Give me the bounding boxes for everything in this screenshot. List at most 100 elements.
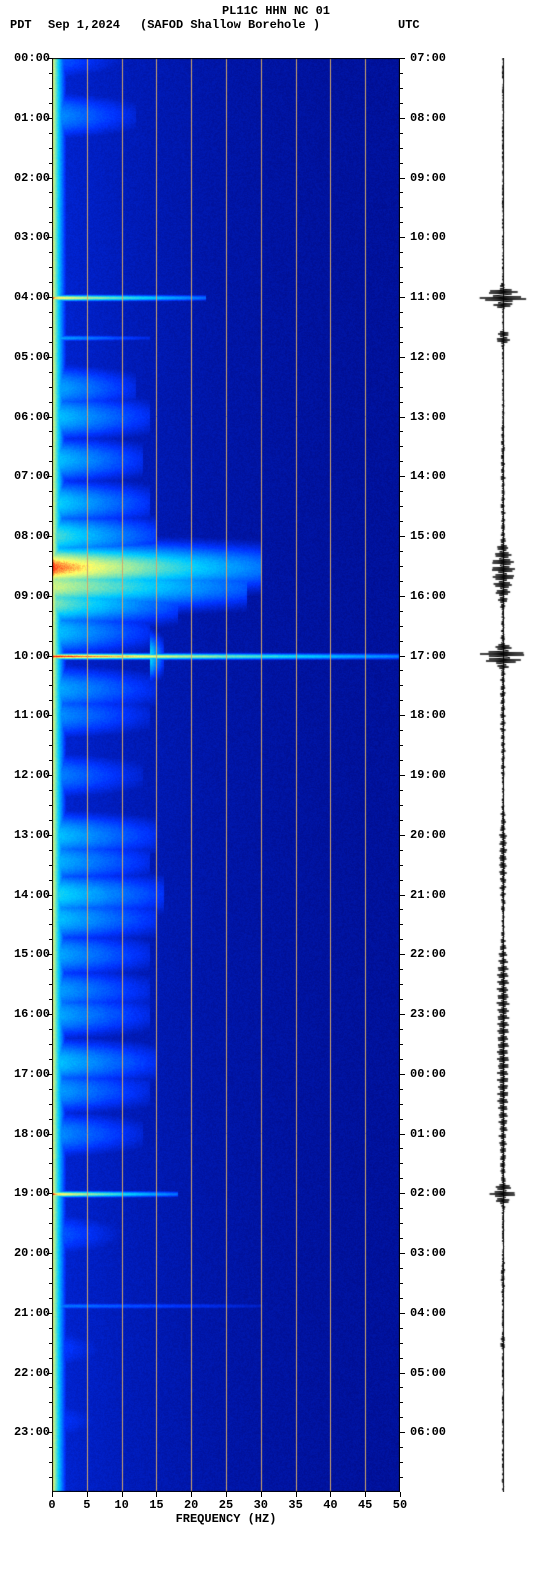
utc-time-label: 06:00 (410, 1425, 446, 1439)
pdt-time-label: 18:00 (14, 1127, 50, 1141)
left-minor-tick (49, 103, 52, 104)
pdt-time-label: 00:00 (14, 51, 50, 65)
right-minor-tick (400, 909, 403, 910)
date-label: Sep 1,2024 (48, 18, 120, 32)
right-tick (400, 1193, 405, 1194)
right-tick (400, 1373, 405, 1374)
right-minor-tick (400, 446, 403, 447)
left-tick (47, 1134, 52, 1135)
left-tick (47, 58, 52, 59)
right-tick (400, 1432, 405, 1433)
left-minor-tick (49, 1402, 52, 1403)
left-minor-tick (49, 491, 52, 492)
right-minor-tick (400, 1387, 403, 1388)
right-minor-tick (400, 999, 403, 1000)
right-tick (400, 1014, 405, 1015)
right-tick (400, 357, 405, 358)
utc-label: UTC (398, 18, 420, 32)
x-tick-mark (191, 1492, 192, 1497)
right-minor-tick (400, 850, 403, 851)
pdt-time-label: 04:00 (14, 290, 50, 304)
right-tick (400, 895, 405, 896)
left-minor-tick (49, 207, 52, 208)
left-minor-tick (49, 73, 52, 74)
left-minor-tick (49, 402, 52, 403)
left-minor-tick (49, 163, 52, 164)
left-tick (47, 1373, 52, 1374)
utc-time-label: 15:00 (410, 529, 446, 543)
left-minor-tick (49, 88, 52, 89)
left-tick (47, 118, 52, 119)
right-tick (400, 954, 405, 955)
left-minor-tick (49, 446, 52, 447)
left-minor-tick (49, 790, 52, 791)
right-tick (400, 118, 405, 119)
x-axis-label: FREQUENCY (HZ) (52, 1512, 400, 1526)
pdt-time-label: 14:00 (14, 888, 50, 902)
left-minor-tick (49, 1163, 52, 1164)
right-minor-tick (400, 790, 403, 791)
left-minor-tick (49, 222, 52, 223)
left-tick (47, 1432, 52, 1433)
x-tick-mark (226, 1492, 227, 1497)
pdt-time-label: 01:00 (14, 111, 50, 125)
right-minor-tick (400, 372, 403, 373)
pdt-time-label: 21:00 (14, 1306, 50, 1320)
utc-time-label: 04:00 (410, 1306, 446, 1320)
x-tick-mark (400, 1492, 401, 1497)
left-tick (47, 1074, 52, 1075)
left-minor-tick (49, 685, 52, 686)
x-tick-label: 15 (146, 1498, 166, 1512)
left-tick (47, 775, 52, 776)
right-minor-tick (400, 1402, 403, 1403)
right-minor-tick (400, 1104, 403, 1105)
right-minor-tick (400, 73, 403, 74)
right-minor-tick (400, 163, 403, 164)
left-tick (47, 237, 52, 238)
right-tick (400, 1134, 405, 1135)
left-minor-tick (49, 1208, 52, 1209)
pdt-time-label: 17:00 (14, 1067, 50, 1081)
right-tick (400, 297, 405, 298)
left-minor-tick (49, 1119, 52, 1120)
x-tick-mark (122, 1492, 123, 1497)
x-tick-mark (156, 1492, 157, 1497)
x-tick-label: 30 (251, 1498, 271, 1512)
right-tick (400, 596, 405, 597)
left-minor-tick (49, 850, 52, 851)
right-minor-tick (400, 1343, 403, 1344)
left-tick (47, 715, 52, 716)
utc-time-label: 14:00 (410, 469, 446, 483)
left-minor-tick (49, 1447, 52, 1448)
utc-time-label: 16:00 (410, 589, 446, 603)
right-minor-tick (400, 387, 403, 388)
right-tick (400, 1253, 405, 1254)
pdt-time-label: 03:00 (14, 230, 50, 244)
left-minor-tick (49, 252, 52, 253)
right-minor-tick (400, 521, 403, 522)
utc-time-label: 07:00 (410, 51, 446, 65)
left-minor-tick (49, 984, 52, 985)
x-tick-mark (365, 1492, 366, 1497)
left-tick (47, 835, 52, 836)
left-tick (47, 656, 52, 657)
right-minor-tick (400, 700, 403, 701)
left-minor-tick (49, 700, 52, 701)
right-minor-tick (400, 491, 403, 492)
pdt-time-label: 15:00 (14, 947, 50, 961)
x-tick-label: 5 (77, 1498, 97, 1512)
x-tick-mark (52, 1492, 53, 1497)
left-tick (47, 1193, 52, 1194)
left-minor-tick (49, 1044, 52, 1045)
utc-time-label: 05:00 (410, 1366, 446, 1380)
right-minor-tick (400, 1059, 403, 1060)
right-tick (400, 1074, 405, 1075)
left-minor-tick (49, 1029, 52, 1030)
utc-time-label: 01:00 (410, 1127, 446, 1141)
x-tick-mark (261, 1492, 262, 1497)
right-minor-tick (400, 865, 403, 866)
left-minor-tick (49, 282, 52, 283)
spectrogram-figure: PL11C HHN NC 01 PDT Sep 1,2024 (SAFOD Sh… (0, 0, 552, 1584)
utc-time-label: 12:00 (410, 350, 446, 364)
right-minor-tick (400, 1477, 403, 1478)
